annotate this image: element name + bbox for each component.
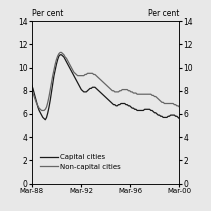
- Capital cities: [150, 109, 152, 112]
- Text: Per cent: Per cent: [32, 9, 63, 18]
- Non-capital cities: [30, 88, 33, 91]
- Non-capital cities: [115, 91, 117, 93]
- Capital cities: [73, 74, 75, 77]
- Non-capital cities: [178, 106, 181, 108]
- Non-capital cities: [59, 51, 61, 54]
- Capital cities: [115, 105, 117, 107]
- Capital cities: [59, 53, 61, 56]
- Capital cities: [176, 115, 178, 118]
- Line: Capital cities: Capital cities: [32, 55, 179, 120]
- Non-capital cities: [176, 105, 178, 107]
- Text: Per cent: Per cent: [148, 9, 179, 18]
- Capital cities: [44, 119, 47, 121]
- Non-capital cities: [135, 92, 137, 94]
- Capital cities: [30, 84, 33, 86]
- Capital cities: [64, 58, 66, 61]
- Legend: Capital cities, Non-capital cities: Capital cities, Non-capital cities: [38, 152, 123, 172]
- Non-capital cities: [40, 109, 43, 112]
- Capital cities: [135, 108, 137, 111]
- Non-capital cities: [64, 56, 66, 58]
- Capital cities: [178, 117, 181, 120]
- Line: Non-capital cities: Non-capital cities: [32, 52, 179, 111]
- Non-capital cities: [73, 71, 75, 73]
- Non-capital cities: [150, 93, 152, 95]
